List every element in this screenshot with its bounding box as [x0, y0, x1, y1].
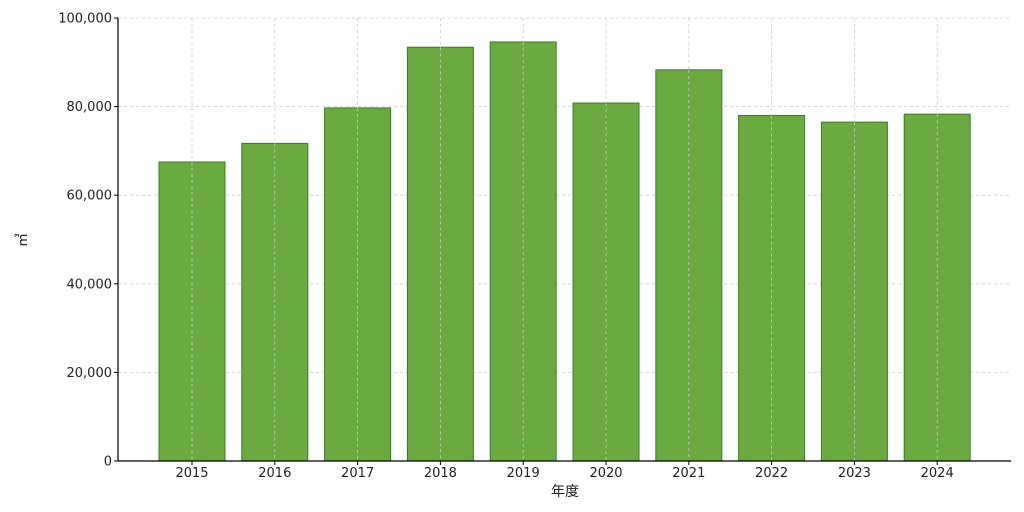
x-tick-label: 2018	[424, 466, 457, 481]
x-axis-title: 年度	[551, 484, 579, 500]
y-tick-label: 100,000	[58, 12, 112, 27]
y-tick-label: 80,000	[67, 100, 113, 115]
x-tick-label: 2023	[838, 466, 871, 481]
y-tick-label: 60,000	[67, 189, 113, 204]
y-tick-labels: 0 20,000 40,000 60,000 80,000 100,000	[58, 12, 112, 470]
x-tick-label: 2015	[175, 466, 208, 481]
bars	[158, 41, 971, 462]
x-tick-label: 2020	[589, 466, 622, 481]
x-tick-label: 2017	[341, 466, 374, 481]
bar-2020	[572, 102, 640, 462]
x-tick-labels: 2015 2016 2017 2018 2019 2020 2021 2022 2023 2024	[175, 466, 953, 481]
bar-2022	[738, 114, 806, 462]
y-tick-label: 40,000	[67, 277, 113, 292]
axes	[114, 17, 1011, 465]
x-tick-label: 2021	[672, 466, 705, 481]
x-tick-label: 2022	[755, 466, 788, 481]
x-tick-label: 2019	[507, 466, 540, 481]
y-tick-label: 0	[104, 455, 112, 470]
x-tick-label: 2024	[921, 466, 954, 481]
x-tick-label: 2016	[258, 466, 291, 481]
y-tick-label: 20,000	[67, 366, 113, 381]
y-axis-title: ㎥	[15, 233, 31, 247]
